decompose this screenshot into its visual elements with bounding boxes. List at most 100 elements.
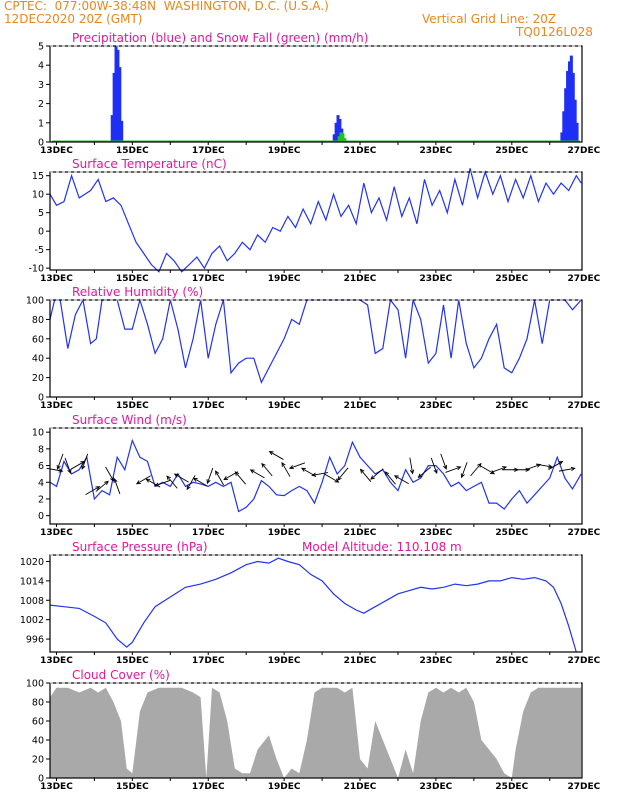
wind-arrow-head xyxy=(173,473,179,478)
temperature-xtick-label: 15DEC xyxy=(116,274,149,284)
wind-arrow-head xyxy=(192,477,198,482)
wind-ytick-label: 10 xyxy=(32,428,44,439)
wind-arrow-head xyxy=(67,469,72,475)
wind-arrow xyxy=(95,480,109,492)
wind-arrow-head xyxy=(558,461,564,466)
wind-arrow-head xyxy=(234,471,240,476)
wind-arrow-head xyxy=(206,479,211,485)
precip-bar xyxy=(567,61,571,142)
wind-arrow xyxy=(558,467,575,472)
wind-arrow xyxy=(64,457,71,474)
header-run-time: 12DEC2020 20Z (GMT) xyxy=(4,12,143,26)
pressure-xtick-label: 25DEC xyxy=(495,656,528,666)
cloud-ytick-label: 100 xyxy=(26,679,44,690)
wind-xtick-label: 15DEC xyxy=(116,528,149,538)
precip-bar xyxy=(337,136,341,142)
cloud-panel: 0 20 40 60 80 100 13DEC 15DEC 17DEC 19DEC 21DEC 23D… xyxy=(26,668,601,792)
cloud-xtick-label: 19DEC xyxy=(268,782,301,792)
header-model-id: TQ0126L028 xyxy=(516,25,593,39)
wind-ytick-label: 2 xyxy=(38,494,44,505)
wind-arrow-head xyxy=(110,476,115,482)
temperature-xtick-label: 17DEC xyxy=(192,274,225,284)
wind-ytick-label: 4 xyxy=(38,478,44,489)
wind-arrow xyxy=(46,467,63,472)
pressure-xtick-label: 21DEC xyxy=(344,656,377,666)
wind-arrow xyxy=(193,477,208,487)
wind-arrow xyxy=(470,463,482,477)
wind-arrow-head xyxy=(443,464,448,470)
humidity-xtick-label: 25DEC xyxy=(495,401,528,411)
wind-arrow xyxy=(548,461,563,470)
pressure-xtick-label: 19DEC xyxy=(268,656,301,666)
wind-arrow-head xyxy=(268,451,274,456)
humidity-line xyxy=(49,297,582,384)
temperature-line xyxy=(49,168,582,273)
wind-arrow-head xyxy=(186,485,191,491)
precip-xtick-label: 17DEC xyxy=(192,146,225,156)
pressure-ytick-label: 1008 xyxy=(20,596,44,607)
precip-bar xyxy=(118,67,122,142)
humidity-ytick-label: 100 xyxy=(26,296,44,307)
cloud-xtick-label: 21DEC xyxy=(344,782,377,792)
wind-ytick-label: 6 xyxy=(38,461,44,472)
cloud-ytick-label: 40 xyxy=(32,736,44,747)
wind-arrow-head xyxy=(223,476,229,481)
wind-arrow-head xyxy=(337,476,342,481)
precip-bar xyxy=(560,132,564,142)
pressure-ytick-label: 1002 xyxy=(20,615,44,626)
temperature-xtick-label: 19DEC xyxy=(268,274,301,284)
wind-arrow-head xyxy=(334,478,340,483)
cloud-ytick-label: 20 xyxy=(32,755,44,766)
precip-xtick-label: 23DEC xyxy=(420,146,453,156)
wind-arrow-head xyxy=(281,461,286,467)
wind-arrow-head xyxy=(288,465,294,470)
precip-frame xyxy=(49,45,583,143)
wind-arrow xyxy=(85,486,100,495)
humidity-ytick-label: 40 xyxy=(32,354,44,365)
wind-xtick-label: 19DEC xyxy=(268,528,301,538)
wind-arrow-head xyxy=(409,469,415,475)
wind-arrow-head xyxy=(104,480,109,486)
wind-arrow xyxy=(235,471,246,485)
precip-bar xyxy=(569,55,573,142)
humidity-xtick-label: 23DEC xyxy=(420,401,453,411)
precip-xtick-label: 19DEC xyxy=(268,146,301,156)
wind-arrow xyxy=(261,463,273,477)
humidity-ytick-label: 80 xyxy=(32,315,44,326)
humidity-ytick-label: 60 xyxy=(32,334,44,345)
wind-arrow xyxy=(409,457,414,474)
wind-arrow xyxy=(174,473,189,483)
temperature-xtick-label: 21DEC xyxy=(344,274,377,284)
wind-arrow-head xyxy=(370,475,375,480)
wind-arrow-head xyxy=(547,464,553,469)
precip-bar xyxy=(110,115,114,142)
wind-arrow xyxy=(536,463,553,468)
wind-arrow xyxy=(206,467,214,484)
wind-arrow xyxy=(370,468,384,480)
wind-arrow xyxy=(136,475,151,485)
wind-arrow-head xyxy=(166,475,171,481)
wind-arrow-head xyxy=(393,475,399,480)
precip-bar xyxy=(575,122,579,142)
temperature-ytick-label: -10 xyxy=(28,264,44,275)
wind-arrow xyxy=(337,467,349,481)
wind-arrow-head xyxy=(56,464,61,470)
precip-xtick-label: 15DEC xyxy=(116,146,149,156)
cloud-ytick-label: 80 xyxy=(32,698,44,709)
precip-bar xyxy=(573,99,577,142)
wind-ytick-label: 0 xyxy=(38,511,44,522)
header-grid-line-note: Vertical Grid Line: 20Z xyxy=(422,12,557,26)
pressure-xtick-label: 17DEC xyxy=(192,656,225,666)
wind-arrow xyxy=(215,470,225,486)
wind-arrow xyxy=(57,453,64,470)
precip-bar xyxy=(334,122,338,142)
wind-arrow xyxy=(155,479,171,487)
wind-arrow xyxy=(81,453,89,470)
humidity-xtick-label: 21DEC xyxy=(344,401,377,411)
wind-xtick-label: 17DEC xyxy=(192,528,225,538)
wind-arrow-head xyxy=(58,468,64,473)
wind-arrow xyxy=(440,453,447,470)
humidity-xtick-label: 19DEC xyxy=(268,401,301,411)
temperature-ytick-label: 5 xyxy=(38,208,44,219)
humidity-xtick-label: 15DEC xyxy=(116,401,149,411)
